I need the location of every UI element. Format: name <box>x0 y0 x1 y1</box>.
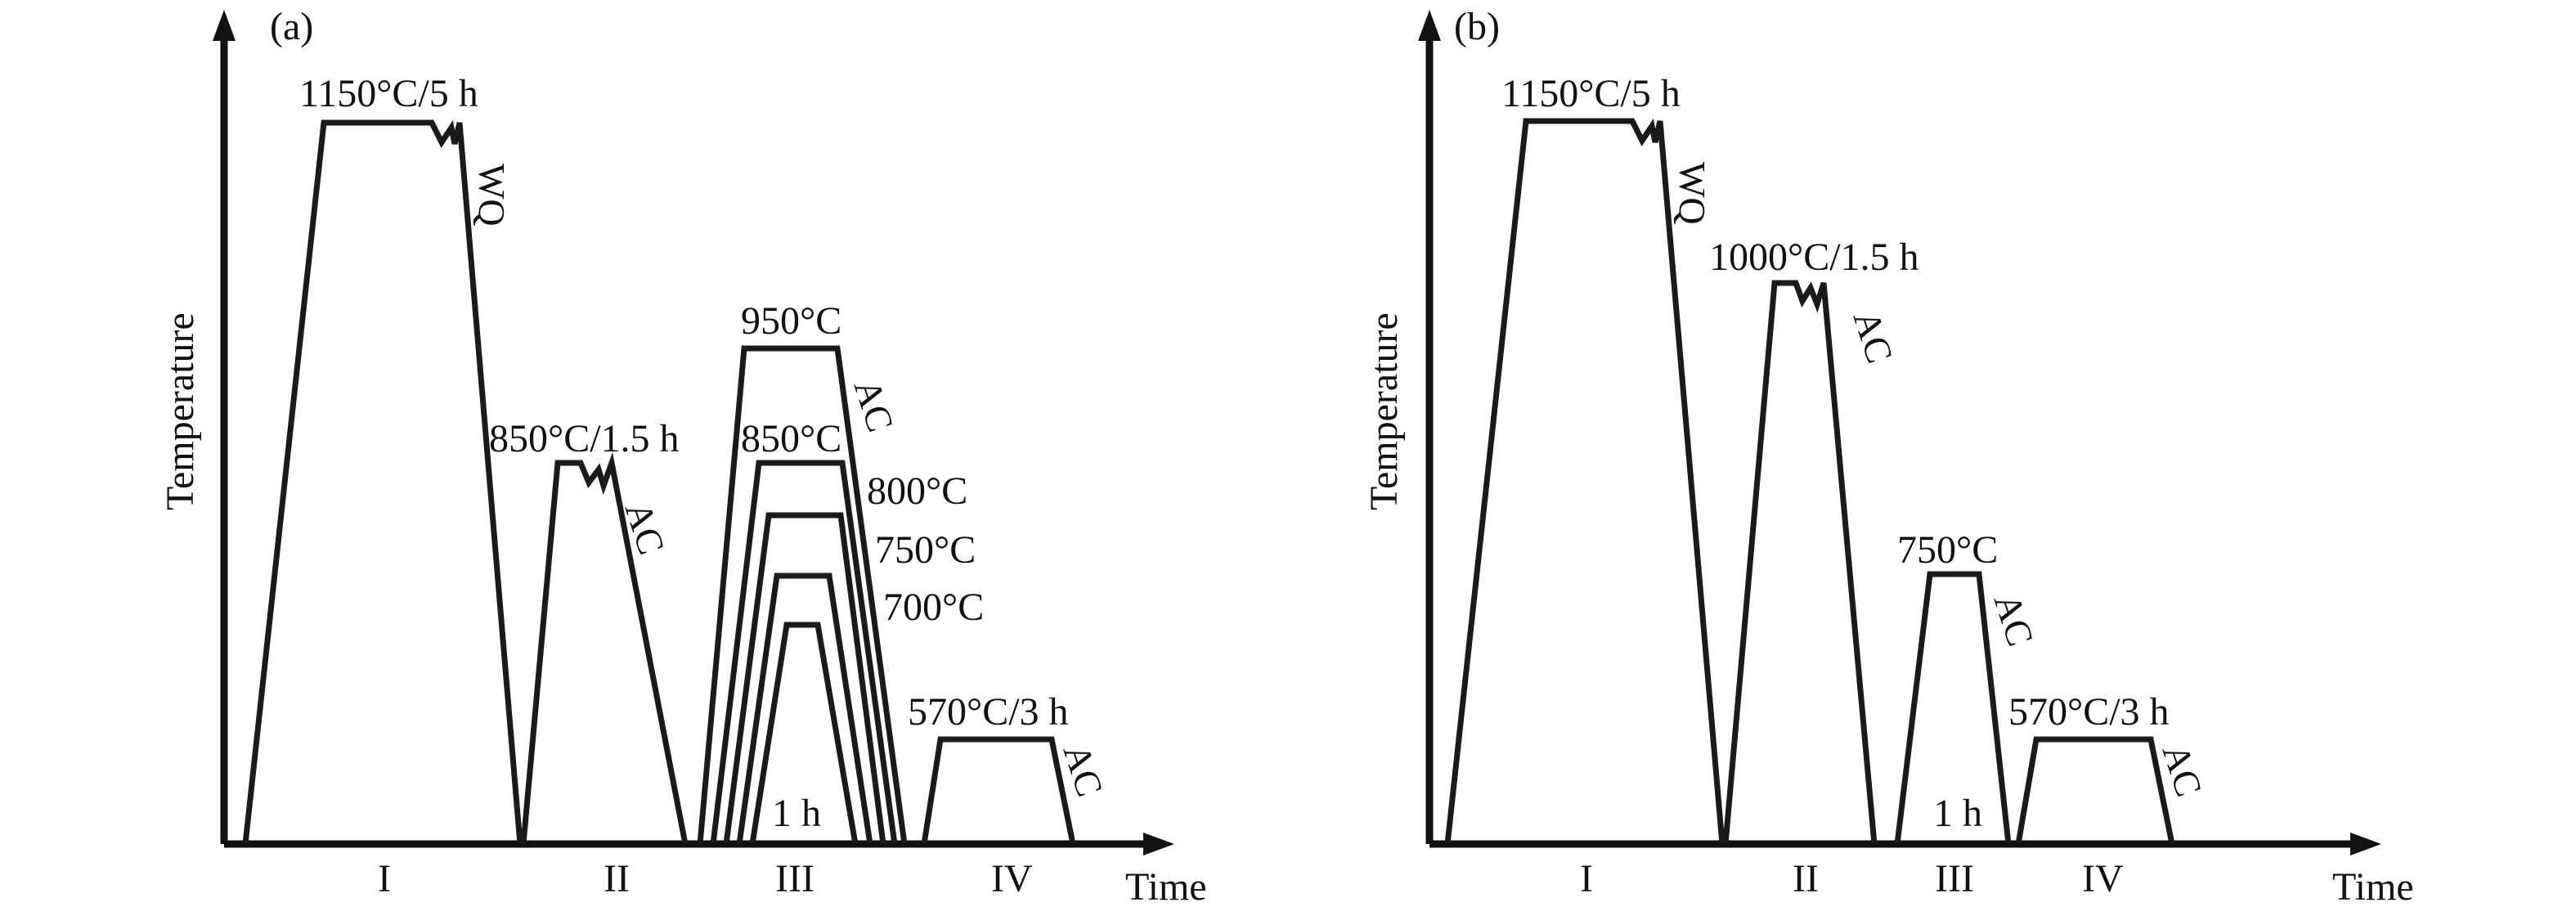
x-axis-label-b: Time <box>2332 865 2414 909</box>
step3-temp-800-a: 800°C <box>867 469 967 513</box>
step2-profile-b <box>1722 280 1878 845</box>
step3-profile-800-a <box>723 512 886 845</box>
x-axis-arrow-b <box>2350 833 2381 855</box>
step4-profile-b <box>2015 736 2175 845</box>
step3-profile-700-a <box>749 622 859 845</box>
step3-temp-700-a: 700°C <box>883 586 984 629</box>
panel-label-a: (a) <box>270 5 313 48</box>
step2-cool-b: AC <box>1845 305 1901 368</box>
stage-label-a-3: III <box>775 857 815 900</box>
stage-label-b-2: II <box>1793 857 1819 900</box>
x-axis-arrow-a <box>1143 833 1174 855</box>
step3-hold-b: 1 h <box>1933 792 1982 835</box>
step1-profile-a <box>242 119 523 845</box>
panel-a: (a) Temperature Time I II III IV 1150°C/… <box>159 5 1207 909</box>
step4-profile-a <box>921 736 1076 845</box>
y-axis-label-b: Temperature <box>1362 312 1406 510</box>
stage-label-b-4: IV <box>2082 857 2124 900</box>
y-axis-label-a: Temperature <box>159 312 202 510</box>
panel-label-b: (b) <box>1454 5 1500 48</box>
step2-label-a: 850°C/1.5 h <box>489 417 680 460</box>
step1-profile-b <box>1444 118 1726 845</box>
stage-label-b-3: III <box>1935 857 1974 900</box>
y-axis-arrow-b <box>1418 10 1441 41</box>
stage-label-a-1: I <box>378 857 391 900</box>
step3-profile-850-a <box>710 460 898 845</box>
step1-label-b: 1150°C/5 h <box>1501 72 1681 115</box>
stage-label-a-2: II <box>604 857 630 900</box>
y-axis-arrow-a <box>213 10 236 41</box>
step3-profile-b <box>1894 571 2012 845</box>
step4-label-a: 570°C/3 h <box>908 690 1069 734</box>
panel-b: (b) Temperature Time I II III IV 1150°C/… <box>1362 5 2414 909</box>
step3-cool-a: AC <box>846 374 901 437</box>
step2-profile-a <box>520 451 689 845</box>
x-axis-label-a: Time <box>1125 865 1207 909</box>
step3-profile-750-a <box>736 572 873 845</box>
stage-label-b-1: I <box>1580 857 1593 900</box>
step2-label-b: 1000°C/1.5 h <box>1709 236 1919 279</box>
step2-cool-a: AC <box>617 496 672 559</box>
step1-cool-a: WQ <box>471 164 513 227</box>
step3-hold-a: 1 h <box>772 792 821 835</box>
step4-label-b: 570°C/3 h <box>2008 690 2170 734</box>
step3-label-b: 750°C <box>1897 528 1998 572</box>
step3-profile-950-a <box>697 345 908 845</box>
step3-temp-950-a: 950°C <box>741 299 841 343</box>
step3-cool-b: AC <box>1986 588 2041 651</box>
step3-temp-850-a: 850°C <box>741 417 841 460</box>
step3-temp-750-a: 750°C <box>875 528 976 572</box>
step1-label-a: 1150°C/5 h <box>299 72 478 115</box>
step1-cool-b: WQ <box>1672 162 1713 225</box>
stage-label-a-4: IV <box>991 857 1033 900</box>
